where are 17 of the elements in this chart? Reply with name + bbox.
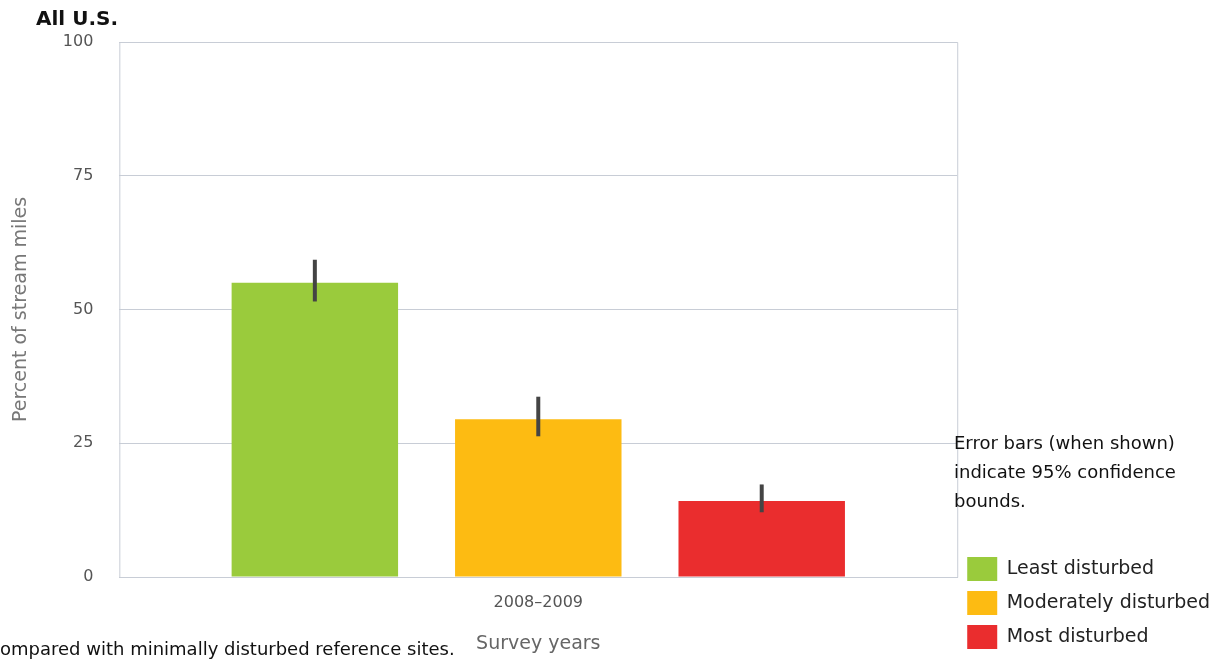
y-axis-title: Percent of stream miles [8,196,31,423]
y-tick-label: 50 [72,298,94,318]
bar [231,282,399,577]
annotation: Error bars (when shown) indicate 95% confidence bounds. [954,431,1177,513]
text: ompared with minimally disturbed reference sites. [0,638,455,659]
legend-label: Moderately disturbed [1006,589,1211,612]
y-tick-label: 25 [72,432,94,452]
legend-label: Most disturbed [1006,623,1149,646]
y-tick-label: 0 [83,566,94,586]
bar [678,501,845,577]
chart-title: All U.S. [36,6,118,30]
legend-label: Least disturbed [1006,555,1155,578]
x-tick-label: 2008–2009 [493,591,583,611]
bar [455,419,622,577]
y-tick-label: 75 [72,164,94,184]
y-tick-label: 100 [62,31,94,51]
x-axis-title: Survey years [476,630,601,653]
